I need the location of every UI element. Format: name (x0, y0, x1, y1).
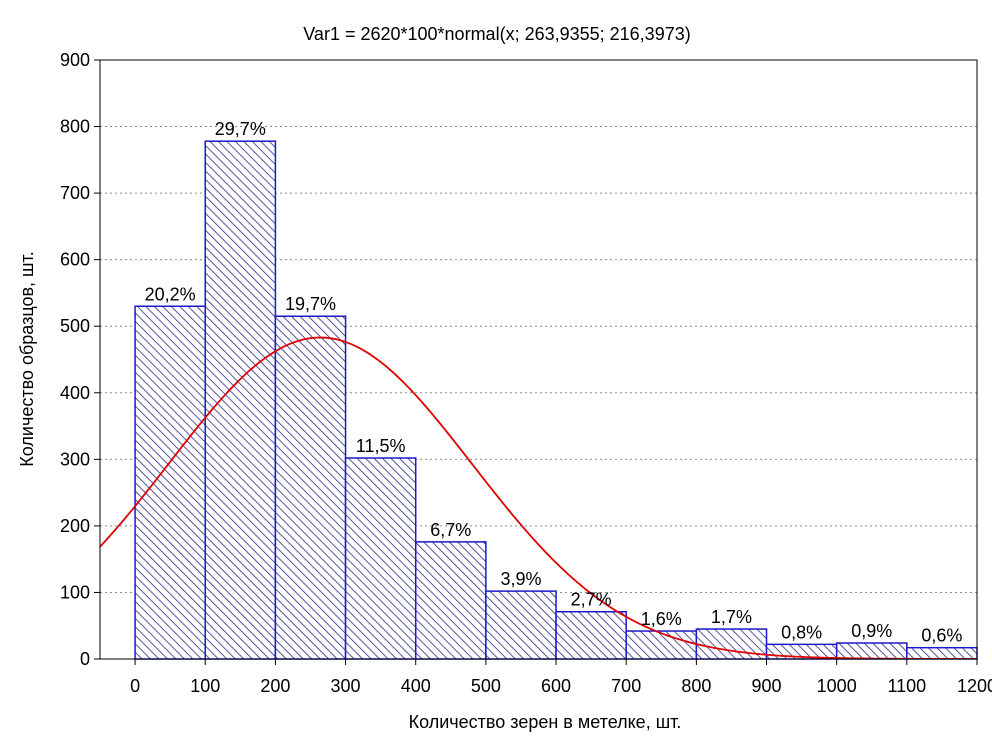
y-axis-title: Количество образцов, шт. (17, 251, 37, 466)
bar-percent-label: 6,7% (430, 520, 471, 540)
x-tick-label: 800 (681, 676, 711, 696)
bar-percent-label: 1,6% (641, 609, 682, 629)
x-tick-label: 200 (260, 676, 290, 696)
histogram-bar (835, 642, 908, 660)
x-tick-label: 1100 (887, 676, 926, 696)
histogram-bar (274, 315, 347, 660)
normal-fit-curve (100, 336, 977, 659)
bar-percent-label: 0,8% (781, 622, 822, 642)
histogram-bar (344, 457, 417, 660)
bar-percent-labels: 20,2% 29,7% 19,7% 11,5% 6,7% 3,9% 2,7% 1,6% 1,7%… (145, 119, 963, 645)
plot-frame (99, 59, 978, 660)
y-tick-label: 900 (60, 50, 90, 70)
x-tick-label: 300 (331, 676, 361, 696)
y-tick-label: 600 (60, 250, 90, 270)
x-tick-label: 1000 (817, 676, 857, 696)
x-tick-label: 600 (541, 676, 571, 696)
x-tick-label: 900 (751, 676, 781, 696)
bar-percent-label: 11,5% (356, 436, 406, 456)
histogram-bar (134, 305, 206, 660)
bar-percent-label: 29,7% (215, 119, 266, 139)
histogram-bar (414, 541, 487, 660)
histogram-bar (555, 610, 627, 660)
y-tick-label: 400 (60, 383, 90, 403)
x-tick-label: 0 (130, 676, 140, 696)
y-tick-label: 0 (80, 649, 90, 669)
bar-percent-label: 0,9% (851, 621, 892, 641)
normal-fit-curve-group (100, 336, 977, 659)
bar-percent-label: 19,7% (285, 294, 336, 314)
histogram-bar (625, 630, 698, 660)
bar-percent-label: 3,9% (500, 569, 541, 589)
x-tick-label: 700 (611, 676, 641, 696)
bar-percent-label: 0,6% (921, 626, 962, 646)
histogram-bars (134, 140, 978, 660)
bar-percent-label: 1,7% (711, 607, 752, 627)
y-tick-label: 100 (60, 582, 90, 602)
y-tick-label: 500 (60, 316, 90, 336)
x-tick-label: 400 (401, 676, 431, 696)
chart-title: Var1 = 2620*100*normal(x; 263,9355; 216,… (303, 24, 690, 44)
histogram-bar (906, 646, 978, 660)
y-tick-label: 800 (60, 117, 90, 137)
x-tick-label: 500 (471, 676, 501, 696)
y-tick-label: 200 (60, 516, 90, 536)
y-tick-label: 700 (60, 183, 90, 203)
bar-percent-label: 2,7% (571, 590, 612, 610)
x-tick-label: 100 (190, 676, 220, 696)
histogram-bar (485, 590, 557, 660)
histogram-bar (204, 140, 277, 660)
x-axis-title: Количество зерен в метелке, шт. (409, 712, 682, 732)
y-tick-label: 300 (60, 449, 90, 469)
y-axis-ticks: 0 100 200 300 400 500 600 700 800 900 (60, 50, 100, 669)
bar-percent-label: 20,2% (145, 284, 196, 304)
